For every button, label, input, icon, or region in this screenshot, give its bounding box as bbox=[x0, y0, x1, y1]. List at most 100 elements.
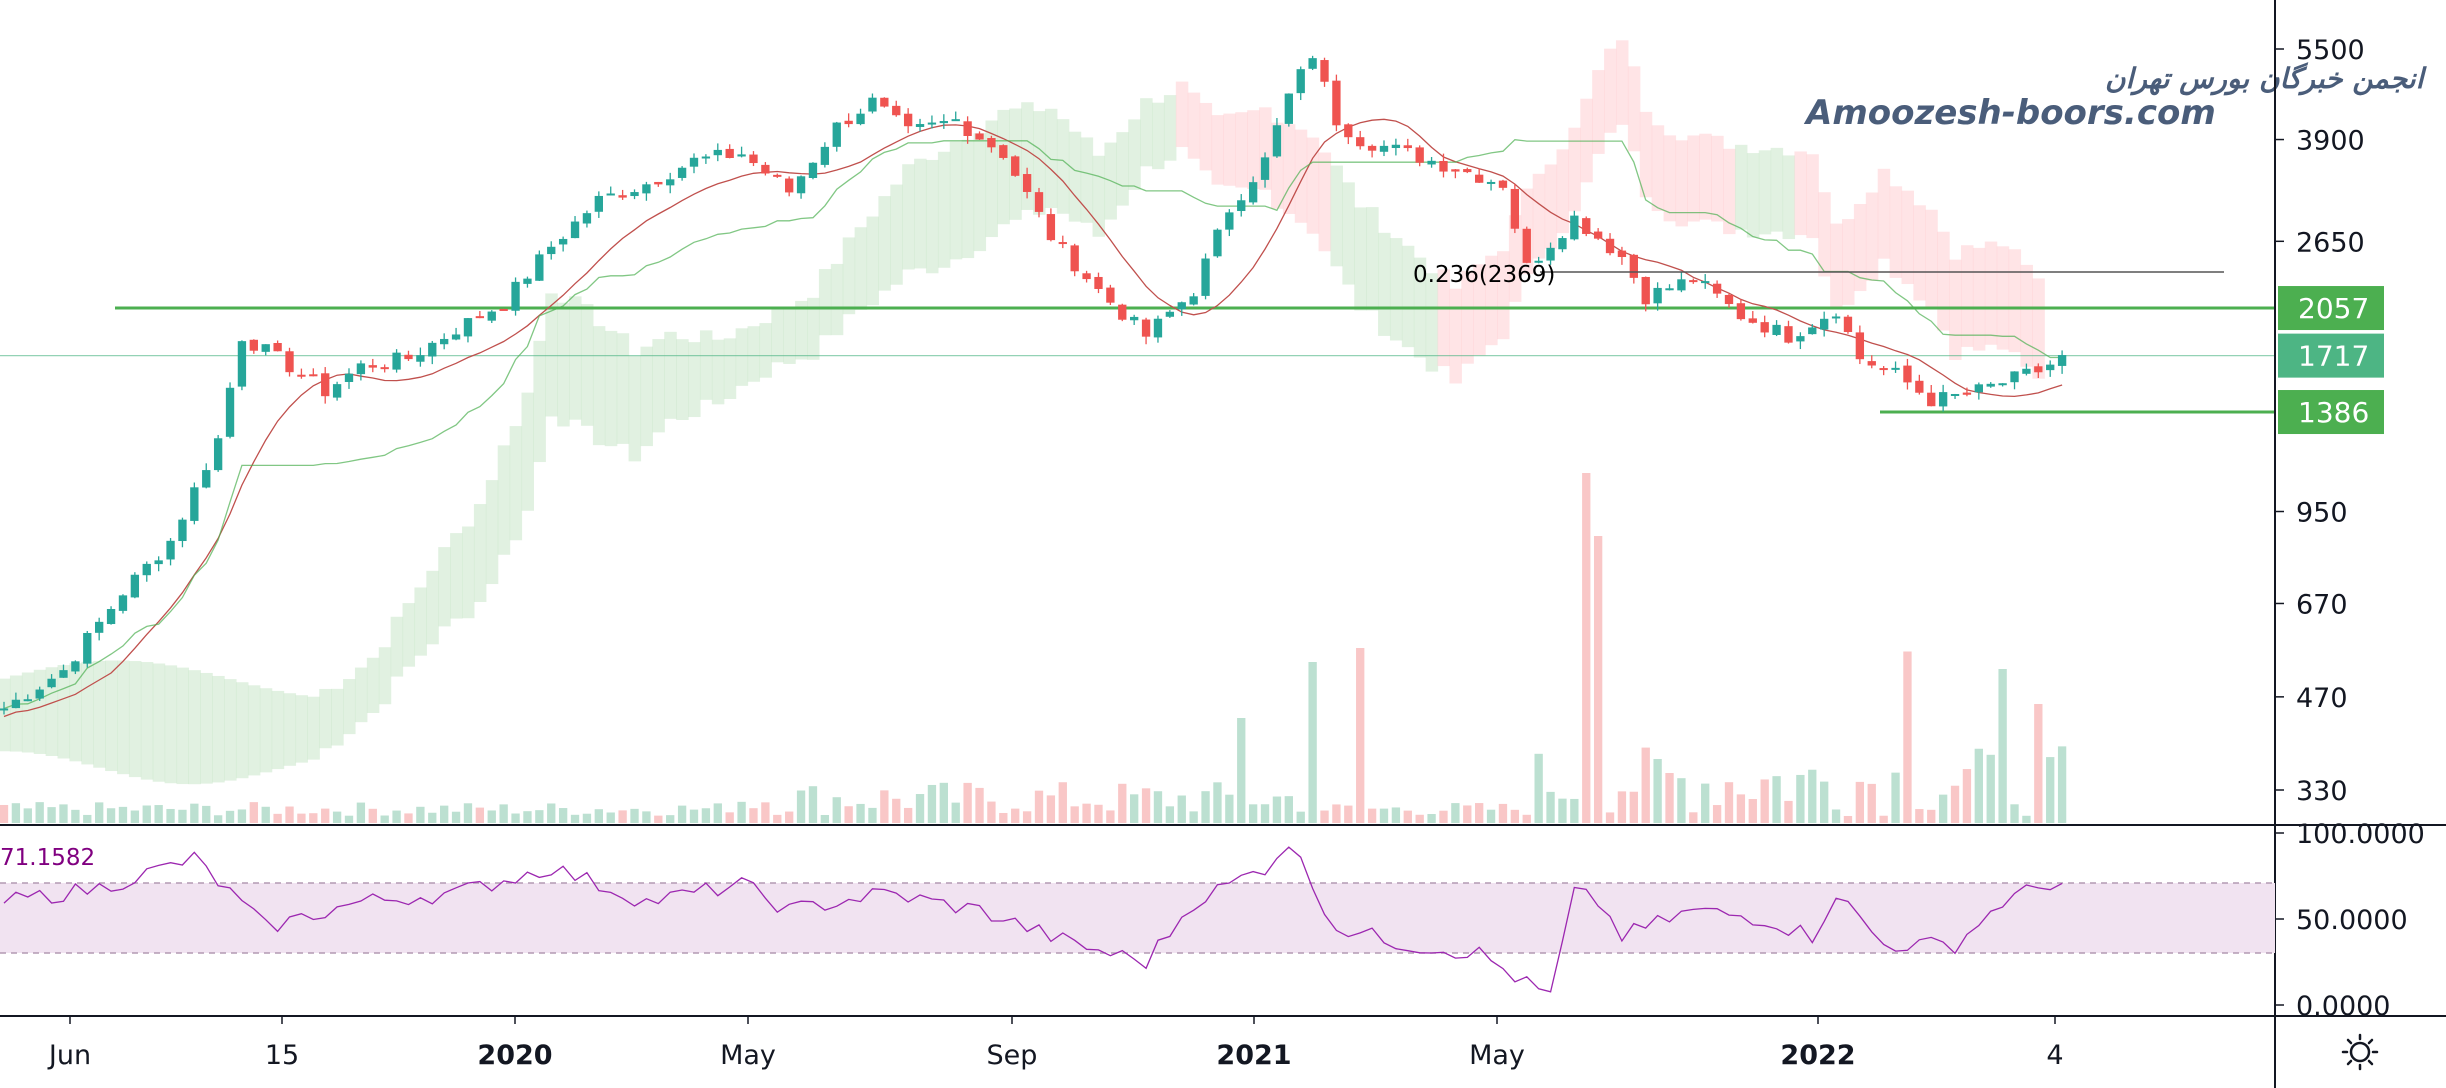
candle-body bbox=[428, 342, 437, 357]
cloud-segment bbox=[1972, 247, 1986, 351]
time-tick-label: 2020 bbox=[477, 1040, 552, 1071]
cloud-segment bbox=[937, 151, 951, 268]
cloud-segment bbox=[235, 682, 249, 779]
candle-body bbox=[1760, 322, 1769, 333]
candle-body bbox=[475, 316, 485, 319]
volume-bar bbox=[677, 805, 687, 823]
volume-bar bbox=[713, 803, 722, 823]
candle-body bbox=[1522, 228, 1531, 263]
price-axis[interactable]: 5500 3900 2650 950 670 470 330 bbox=[2275, 35, 2365, 807]
time-axis[interactable]: Jun 15 2020 May Sep 2021 May 2022 4 bbox=[47, 1016, 2064, 1071]
price-tick-label: 2650 bbox=[2296, 227, 2365, 258]
cloud-segment bbox=[1247, 110, 1260, 189]
cloud-segment bbox=[783, 307, 796, 364]
volume-bar bbox=[975, 787, 984, 823]
cloud-segment bbox=[830, 263, 844, 336]
cloud-segment bbox=[1842, 219, 1855, 305]
volume-bar bbox=[2057, 746, 2067, 823]
volume-bar bbox=[1831, 809, 1841, 823]
cloud-segment bbox=[57, 665, 71, 759]
volume-bar bbox=[1867, 783, 1876, 823]
candle-body bbox=[190, 487, 199, 521]
candle-body bbox=[154, 560, 163, 565]
cloud-segment bbox=[224, 679, 237, 781]
cloud-segment bbox=[212, 675, 225, 783]
candle-body bbox=[178, 519, 187, 542]
cloud-segment bbox=[128, 661, 142, 778]
cloud-segment bbox=[2032, 278, 2045, 379]
volume-bar bbox=[1605, 812, 1615, 823]
candle-body bbox=[1367, 145, 1377, 151]
volume-bar bbox=[987, 801, 996, 823]
volume-bar bbox=[570, 814, 580, 823]
rsi-axis[interactable]: 100.0000 50.0000 0.0000 bbox=[2275, 819, 2425, 1022]
volume-bar bbox=[1070, 806, 1079, 823]
candle-body bbox=[725, 148, 734, 158]
candle-body bbox=[297, 374, 306, 377]
volume-bar bbox=[1427, 814, 1436, 823]
sun-gear-icon[interactable] bbox=[2341, 1033, 2379, 1071]
candle-body bbox=[1439, 160, 1448, 172]
candle-body bbox=[261, 344, 270, 352]
candle-body bbox=[1403, 145, 1412, 149]
volume-bar bbox=[939, 782, 948, 823]
candle-body bbox=[892, 105, 901, 116]
volume-bar bbox=[380, 815, 389, 823]
candle-body bbox=[1141, 319, 1151, 337]
candle-body bbox=[1308, 58, 1317, 69]
candle-body bbox=[1296, 69, 1305, 94]
cloud-segment bbox=[676, 339, 689, 420]
cloud-segment bbox=[545, 293, 558, 417]
cloud-segment bbox=[1651, 125, 1665, 212]
candle-body bbox=[2046, 364, 2055, 371]
cloud-segment bbox=[283, 693, 297, 766]
candle-body bbox=[808, 162, 818, 178]
candle-body bbox=[666, 179, 675, 186]
volume-bar bbox=[1629, 791, 1638, 823]
candle-body bbox=[987, 138, 996, 148]
volume-bar bbox=[1201, 791, 1210, 823]
cloud-segment bbox=[1604, 48, 1617, 133]
candle-body bbox=[1332, 80, 1341, 126]
candle-body bbox=[1391, 144, 1401, 149]
candle-body bbox=[1451, 169, 1460, 172]
candle-body bbox=[1701, 281, 1710, 284]
cloud-segment bbox=[1663, 135, 1677, 222]
candle-body bbox=[213, 438, 223, 471]
candle-body bbox=[1736, 303, 1746, 320]
rsi-tick-label: 100.0000 bbox=[2296, 819, 2425, 850]
cloud-segment bbox=[557, 302, 570, 427]
candle-body bbox=[999, 145, 1008, 158]
cloud-segment bbox=[271, 690, 285, 770]
cloud-segment bbox=[1152, 102, 1165, 170]
candle-body bbox=[1724, 294, 1734, 305]
cloud-segment bbox=[925, 159, 939, 274]
price-badge bbox=[2278, 333, 2384, 378]
cloud-segment bbox=[878, 196, 891, 291]
cloud-segment bbox=[1128, 119, 1141, 190]
candle-body bbox=[344, 373, 354, 382]
volume-bar bbox=[1796, 774, 1805, 823]
candle-body bbox=[1605, 238, 1615, 254]
volume-bar bbox=[190, 803, 199, 823]
time-tick-label: May bbox=[720, 1040, 776, 1071]
cloud-segment bbox=[319, 688, 332, 749]
cloud-segment bbox=[1699, 133, 1712, 220]
price-tick-label: 470 bbox=[2296, 683, 2348, 714]
candle-body bbox=[142, 563, 151, 576]
volume-bar bbox=[1998, 669, 2007, 823]
price-badge bbox=[2278, 286, 2384, 331]
volume-bar bbox=[523, 811, 532, 823]
price-tick-label: 670 bbox=[2296, 589, 2348, 620]
time-tick-label: 2021 bbox=[1216, 1040, 1291, 1071]
cloud-segment bbox=[1056, 119, 1070, 214]
volume-bar bbox=[1879, 815, 1888, 823]
rsi-tick-label: 0.0000 bbox=[2296, 991, 2390, 1022]
volume-bar bbox=[1724, 782, 1734, 823]
candle-body bbox=[820, 146, 830, 165]
cloud-segment bbox=[521, 392, 534, 511]
cloud-segment bbox=[1044, 108, 1058, 209]
cloud-segment bbox=[616, 333, 630, 444]
cloud-segment bbox=[771, 307, 784, 363]
